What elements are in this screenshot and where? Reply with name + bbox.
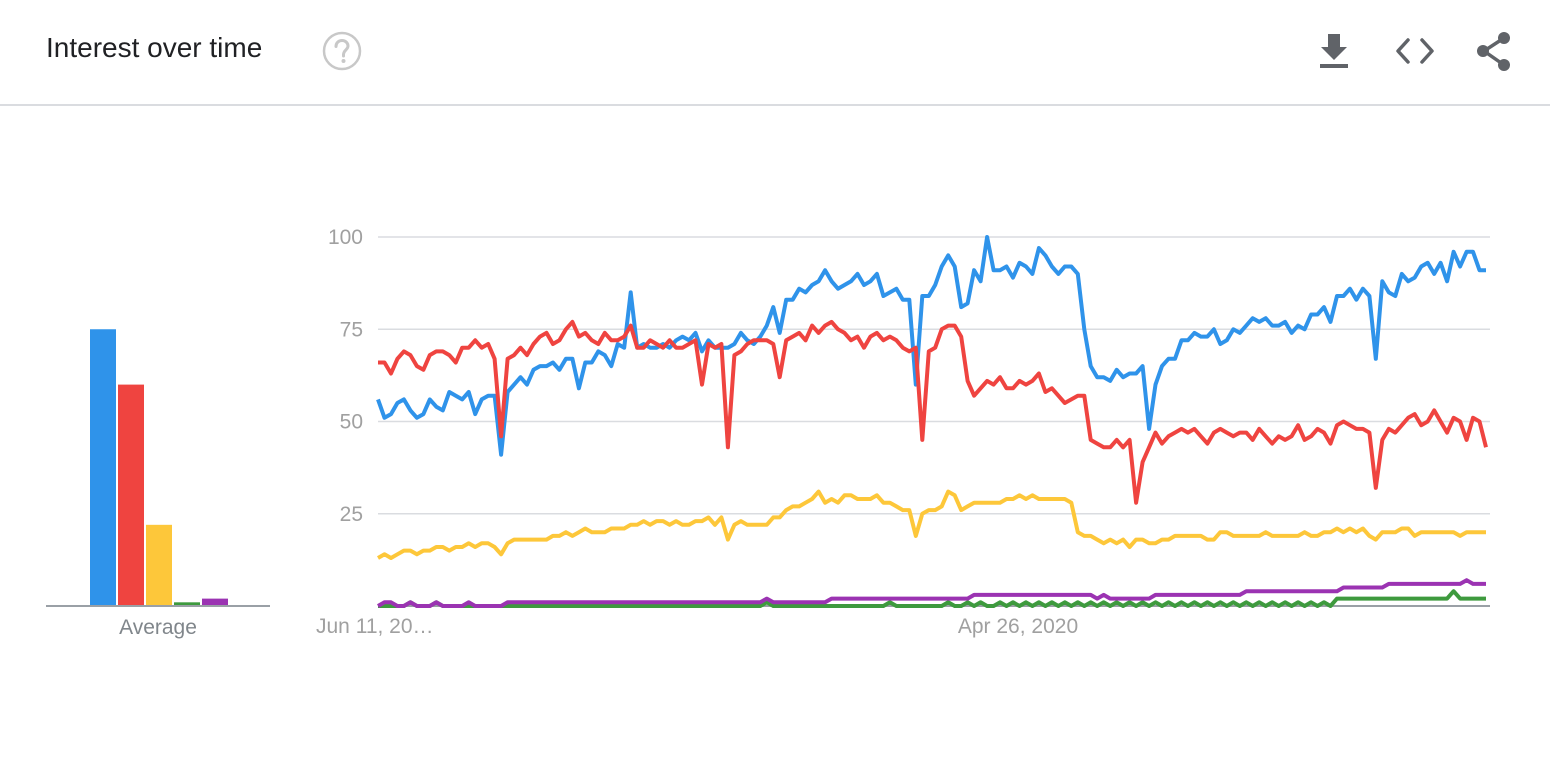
share-icon[interactable] bbox=[1474, 30, 1514, 72]
download-icon[interactable] bbox=[1314, 30, 1354, 72]
y-tick-label: 25 bbox=[340, 503, 363, 526]
series-line-2[interactable] bbox=[378, 319, 1488, 505]
y-tick-label: 75 bbox=[340, 318, 363, 341]
chart-series bbox=[376, 235, 1488, 608]
y-tick-labels: 100 75 50 25 bbox=[328, 226, 363, 526]
average-bar-3[interactable] bbox=[146, 524, 172, 606]
series-line-3[interactable] bbox=[377, 489, 1486, 560]
x-tick-label-mid: Apr 26, 2020 bbox=[958, 615, 1078, 638]
y-tick-label: 100 bbox=[328, 226, 363, 249]
average-bars bbox=[90, 329, 228, 606]
chart-header: Interest over time bbox=[0, 0, 1550, 106]
average-label: Average bbox=[119, 616, 197, 639]
series-line-4[interactable] bbox=[378, 589, 1486, 608]
series-line-5[interactable] bbox=[377, 578, 1486, 608]
y-tick-label: 50 bbox=[340, 411, 363, 434]
chart-gridlines bbox=[378, 236, 1490, 515]
average-bar-5[interactable] bbox=[202, 598, 228, 606]
help-circle-icon[interactable] bbox=[322, 31, 362, 71]
series-line-1[interactable] bbox=[376, 235, 1486, 457]
chart-title: Interest over time bbox=[46, 32, 263, 63]
average-bar-2[interactable] bbox=[118, 384, 144, 606]
embed-code-icon[interactable] bbox=[1393, 30, 1434, 72]
average-bar-4[interactable] bbox=[174, 602, 200, 606]
average-bar-1[interactable] bbox=[90, 329, 116, 606]
x-tick-label-start: Jun 11, 20… bbox=[316, 615, 434, 638]
